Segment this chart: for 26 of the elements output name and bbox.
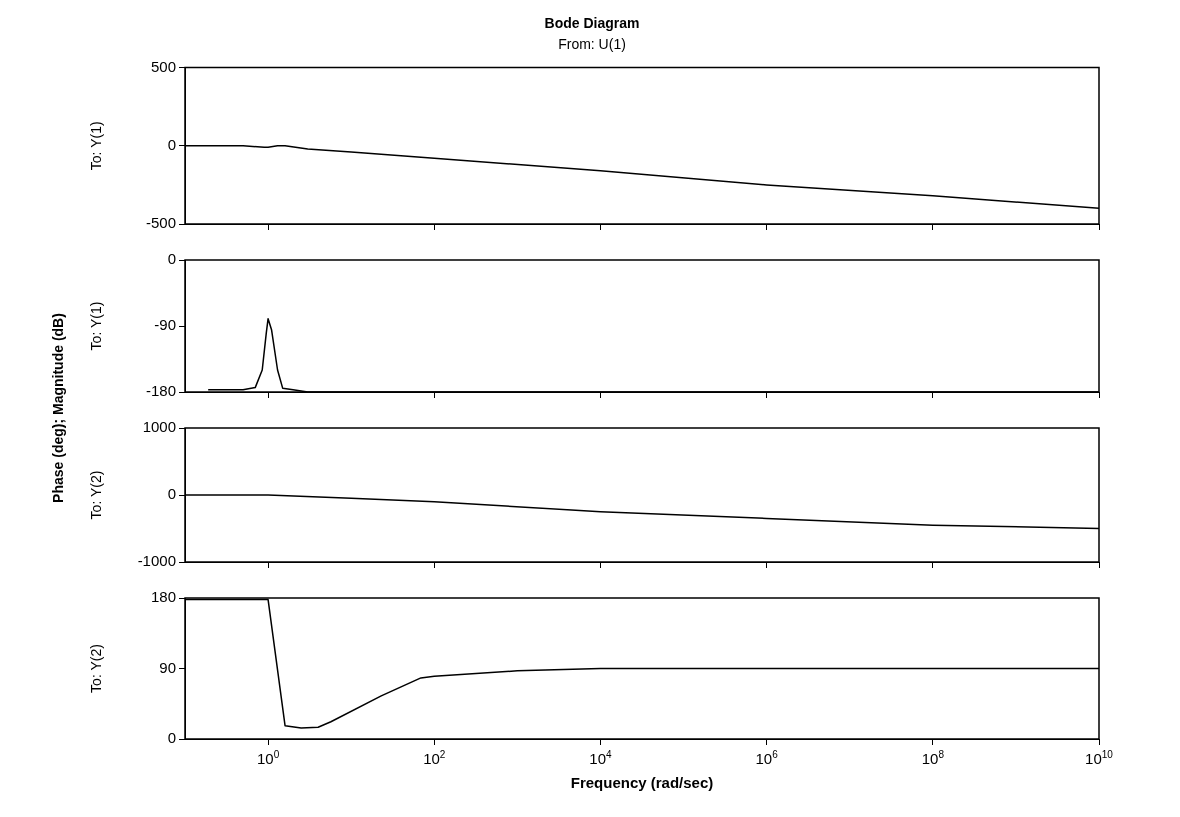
y-tick-label: 0	[167, 250, 176, 268]
x-tick-label: 10$^{2}$	[423, 749, 446, 767]
y-tick-label: 90	[159, 658, 176, 676]
y-tick-label: -1000	[137, 552, 176, 570]
y-tick-label: 500	[150, 57, 176, 75]
chart-title: Bode Diagram	[544, 15, 640, 32]
y-tick-label: 180	[150, 588, 176, 606]
y-axis-title: To: Y(1)	[88, 121, 105, 171]
y-tick-label: -180	[145, 382, 176, 400]
y-tick-label: -500	[145, 214, 176, 232]
y-axis-title: To: Y(1)	[88, 301, 105, 351]
y-tick-label: -90	[154, 316, 176, 334]
y-axis-title: To: Y(2)	[88, 470, 105, 520]
y-tick-label: 1000	[142, 418, 176, 436]
x-tick-label: 10$^{0}$	[256, 749, 280, 767]
y-tick-label: 0	[167, 729, 176, 747]
x-tick-label: 10$^{6}$	[755, 749, 778, 767]
x-tick-label: 10$^{10}$	[1085, 749, 1113, 767]
x-tick-label: 10$^{4}$	[589, 749, 612, 767]
y-tick-label: 0	[167, 135, 176, 153]
y-tick-label: 0	[167, 485, 176, 503]
x-tick-label: 10$^{8}$	[921, 749, 944, 767]
chart-subtitle: From: U(1)	[558, 36, 626, 53]
text: Phase (deg); Magnitude (dB)	[50, 313, 66, 503]
y-axis-title: To: Y(2)	[88, 644, 105, 693]
x-axis-title: Frequency (rad/sec)	[570, 774, 714, 792]
